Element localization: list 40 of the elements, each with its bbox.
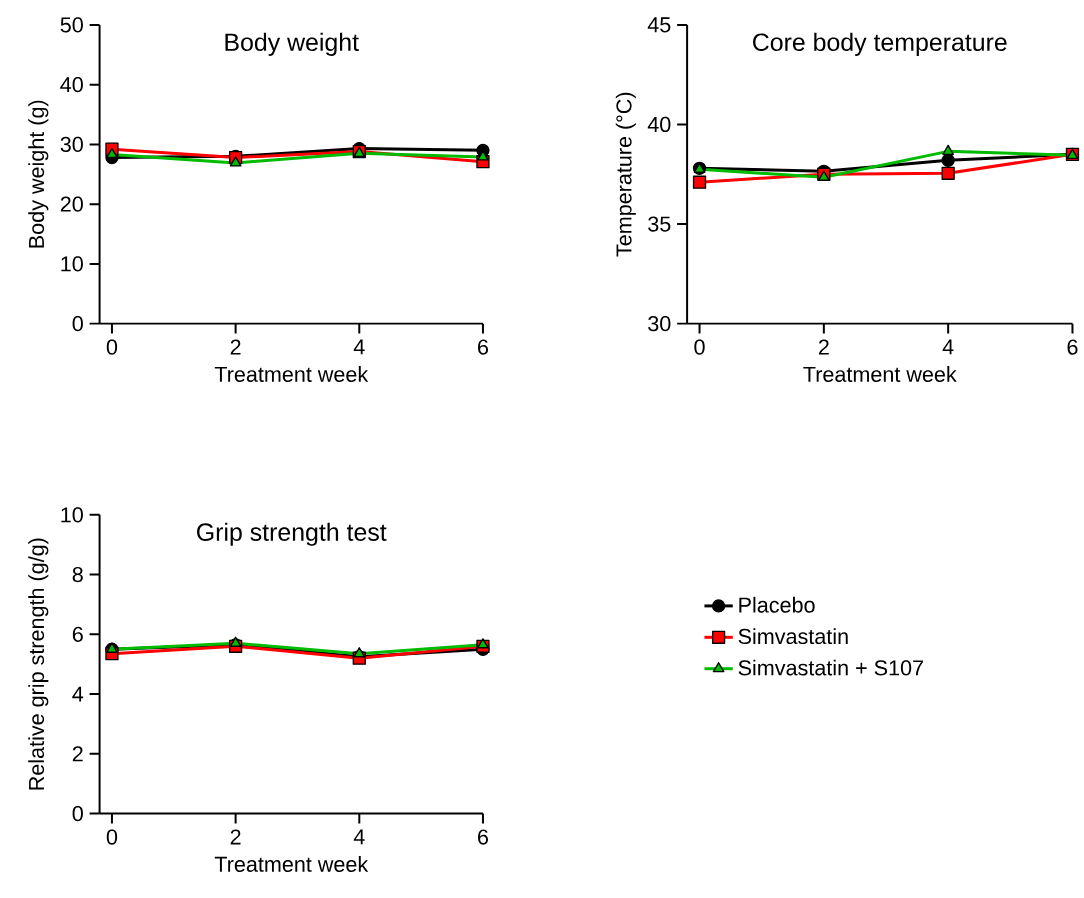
- x-axis-title: Treatment week: [214, 855, 369, 872]
- y-axis-title: Temperature (°C): [615, 92, 636, 257]
- y-tick-label: 4: [72, 686, 84, 702]
- y-tick-label: 30: [60, 136, 83, 152]
- legend-label: Simvastatin + S107: [738, 659, 923, 676]
- chart-title: Grip strength test: [197, 522, 387, 546]
- y-tick-label: 45: [647, 17, 671, 33]
- chart-title: Core body temperature: [753, 32, 1007, 56]
- chart-title: Body weight: [225, 32, 359, 56]
- x-axis-title: Treatment week: [803, 366, 957, 382]
- y-tick-label: 8: [72, 566, 83, 583]
- x-tick-label: 2: [230, 829, 241, 845]
- x-tick-label: 0: [106, 339, 118, 355]
- x-tick-label: 4: [942, 339, 954, 355]
- x-tick-label: 0: [694, 339, 705, 355]
- x-tick-label: 6: [478, 829, 489, 845]
- y-tick-label: 10: [61, 507, 83, 523]
- x-axis-title: Treatment week: [214, 366, 369, 382]
- y-tick-label: 10: [61, 256, 83, 272]
- y-tick-label: 6: [72, 626, 83, 642]
- y-tick-label: 0: [72, 805, 83, 822]
- x-tick-label: 4: [353, 829, 365, 845]
- x-tick-label: 2: [818, 339, 829, 355]
- legend-label: Simvastatin: [738, 628, 848, 644]
- legend-label: Placebo: [739, 596, 815, 613]
- y-tick-label: 35: [648, 216, 671, 232]
- x-tick-label: 6: [478, 339, 489, 355]
- x-tick-label: 4: [353, 339, 365, 355]
- y-tick-label: 20: [60, 196, 83, 212]
- y-axis-title: Body weight (g): [28, 100, 49, 248]
- y-tick-label: 40: [60, 76, 83, 93]
- y-tick-label: 40: [647, 116, 671, 133]
- x-tick-label: 0: [106, 829, 118, 845]
- y-axis-title: Relative grip strength (g/g): [28, 538, 49, 790]
- y-tick-label: 30: [648, 315, 671, 332]
- y-tick-label: 0: [72, 315, 83, 332]
- x-tick-label: 2: [230, 339, 241, 355]
- x-tick-label: 6: [1067, 339, 1078, 355]
- y-tick-label: 2: [72, 746, 83, 762]
- y-tick-label: 50: [60, 17, 83, 33]
